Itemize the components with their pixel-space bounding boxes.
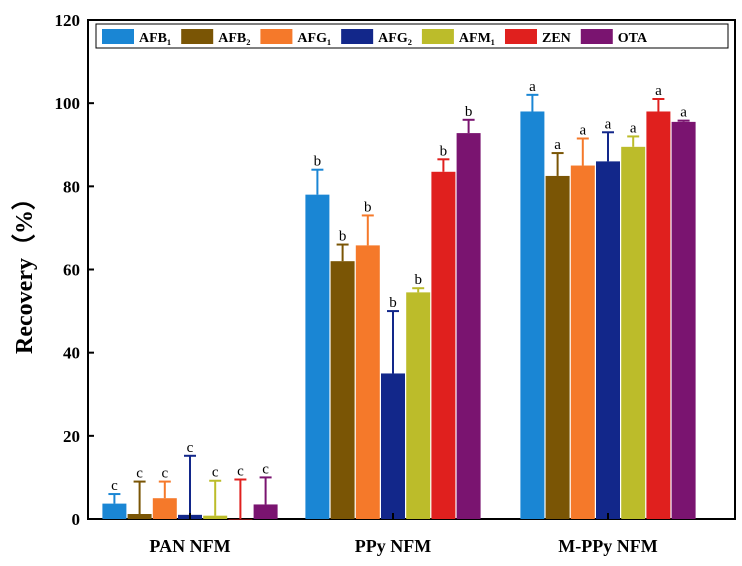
bar: [456, 133, 481, 519]
y-axis-label: Recovery（%）: [11, 186, 38, 354]
y-tick-label: 20: [63, 427, 80, 446]
bar: [330, 261, 355, 519]
y-tick-label: 120: [55, 11, 81, 30]
significance-label: b: [465, 104, 473, 120]
significance-label: a: [529, 79, 536, 95]
significance-label: a: [680, 105, 687, 121]
legend-swatch: [102, 29, 134, 44]
bar: [406, 292, 431, 519]
significance-label: c: [262, 461, 269, 477]
bar: [545, 175, 570, 519]
significance-label: b: [339, 229, 347, 245]
significance-label: c: [187, 440, 194, 456]
significance-label: c: [111, 478, 118, 494]
significance-label: c: [237, 463, 244, 479]
legend-swatch: [260, 29, 293, 44]
significance-label: a: [579, 123, 586, 139]
legend-swatch: [421, 29, 454, 44]
bar: [381, 373, 405, 519]
legend-label: AFB₂: [218, 31, 250, 46]
bar: [596, 161, 620, 519]
y-tick-label: 100: [55, 94, 81, 113]
bar: [520, 111, 545, 519]
significance-label: c: [212, 465, 219, 481]
bar: [646, 111, 671, 519]
significance-label: a: [655, 83, 662, 99]
bar: [621, 146, 646, 519]
legend-swatch: [341, 29, 374, 44]
bar: [305, 194, 330, 519]
legend-label: OTA: [618, 31, 648, 46]
x-tick-label: PPy NFM: [355, 536, 431, 556]
significance-label: a: [630, 120, 637, 136]
legend-label: AFB₁: [139, 31, 171, 46]
bar: [671, 121, 696, 520]
significance-label: c: [136, 466, 143, 482]
significance-label: b: [314, 154, 322, 170]
bar: [152, 498, 177, 519]
significance-label: b: [364, 199, 372, 215]
y-tick-label: 0: [72, 510, 81, 529]
bar: [570, 165, 595, 519]
significance-label: b: [414, 272, 422, 288]
legend-label: AFM₁: [459, 31, 495, 46]
legend-label: ZEN: [542, 31, 571, 46]
y-tick-label: 60: [63, 261, 80, 280]
bar: [431, 171, 456, 519]
bar: [127, 514, 152, 519]
y-tick-label: 80: [63, 177, 80, 196]
bar: [253, 504, 278, 519]
y-tick-label: 40: [63, 344, 80, 363]
x-tick-label: PAN NFM: [149, 536, 230, 556]
significance-label: a: [554, 137, 561, 153]
bar: [355, 245, 380, 520]
legend-label: AFG₁: [297, 31, 331, 46]
bar: [102, 503, 127, 519]
significance-label: a: [605, 116, 612, 132]
legend-swatch: [580, 29, 613, 44]
bar: [228, 519, 253, 520]
significance-label: c: [161, 466, 168, 482]
bar: [203, 515, 228, 519]
significance-label: b: [440, 143, 448, 159]
legend-swatch: [181, 29, 214, 44]
x-tick-label: M-PPy NFM: [558, 536, 657, 556]
legend-swatch: [504, 29, 537, 44]
significance-label: b: [389, 295, 397, 311]
legend-label: AFG₂: [378, 31, 412, 46]
